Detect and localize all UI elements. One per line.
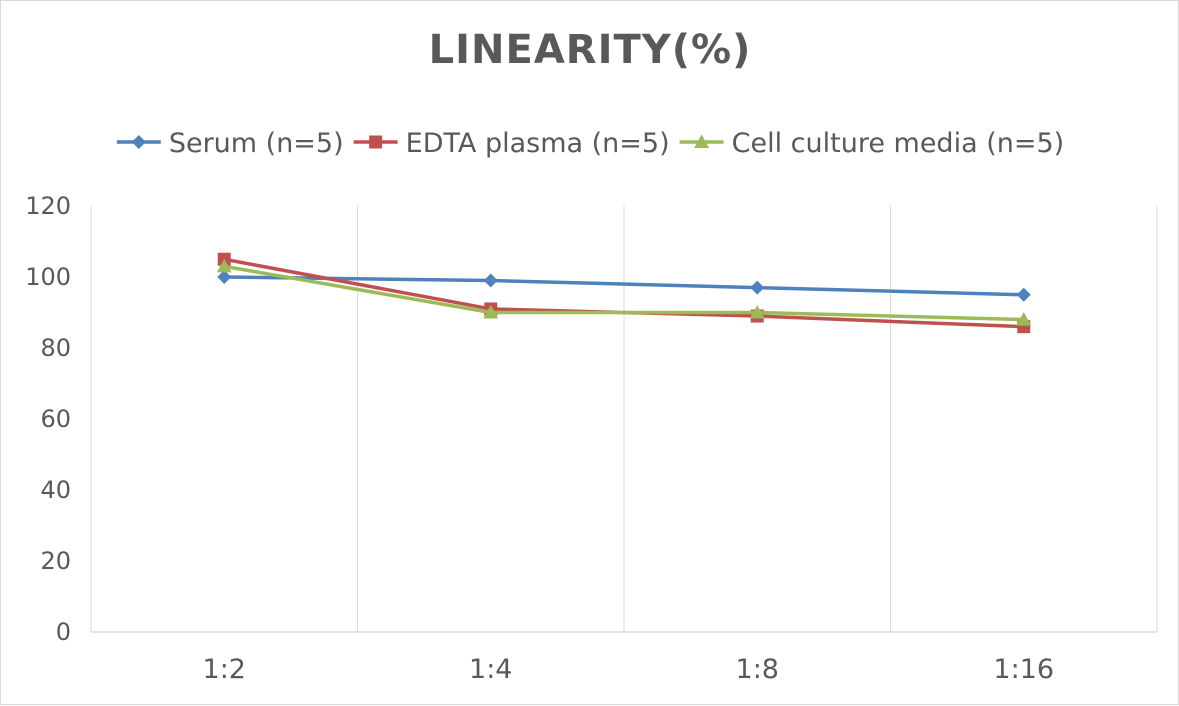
chart-title: LINEARITY(%)	[429, 27, 752, 73]
y-tick-label: 60	[40, 405, 71, 433]
y-tick-label: 0	[56, 618, 71, 646]
y-axis: 0 20 40 60 80 100 120	[25, 192, 71, 646]
data-point	[216, 258, 232, 273]
series-line	[224, 275, 1024, 297]
data-point	[217, 270, 232, 284]
series-group	[216, 252, 1032, 334]
legend-marker	[131, 135, 146, 149]
x-tick-label: 1:4	[469, 654, 512, 685]
legend-label: Cell culture media (n=5)	[732, 128, 1065, 159]
x-axis: 1:2 1:4 1:8 1:16	[203, 654, 1055, 685]
data-point	[749, 305, 765, 319]
x-tick-label: 1:16	[993, 654, 1054, 685]
legend-item: Cell culture media (n=5)	[679, 128, 1065, 159]
y-tick-label: 40	[40, 476, 71, 504]
data-point	[483, 305, 499, 319]
series-1	[217, 270, 1031, 302]
legend-item: Serum (n=5)	[116, 128, 344, 159]
legend-item: EDTA plasma (n=5)	[353, 128, 670, 159]
legend-marker	[369, 135, 383, 149]
legend-label: Serum (n=5)	[169, 128, 344, 159]
legend-marker	[694, 134, 710, 148]
y-tick-label: 80	[40, 334, 71, 362]
data-point	[1016, 287, 1031, 302]
x-tick-label: 1:8	[736, 654, 779, 685]
series-3	[216, 258, 1032, 326]
data-point	[750, 280, 765, 295]
data-point	[1016, 312, 1032, 326]
data-point	[483, 273, 498, 288]
legend-label: EDTA plasma (n=5)	[406, 128, 670, 159]
series-line	[223, 264, 1024, 322]
x-tick-label: 1:2	[203, 654, 246, 685]
y-tick-label: 100	[25, 263, 71, 291]
y-tick-label: 120	[25, 192, 71, 220]
legend: Serum (n=5) EDTA plasma (n=5) Cell culture…	[116, 128, 1065, 159]
grid	[90, 206, 1158, 633]
y-tick-label: 20	[40, 547, 71, 575]
